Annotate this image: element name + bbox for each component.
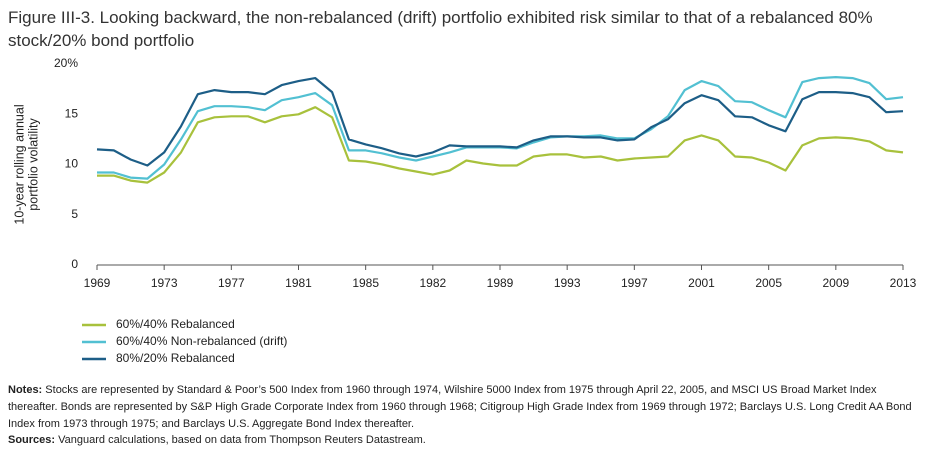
- legend-label: 60%/40% Non-rebalanced (drift): [116, 334, 287, 348]
- series-line: [97, 76, 904, 180]
- chart-title: Figure III-3. Looking backward, the non-…: [8, 8, 873, 50]
- x-tick-label: 1969: [84, 276, 111, 290]
- y-tick-label: 15: [65, 106, 79, 120]
- sources: Sources: Vanguard calculations, based on…: [8, 434, 928, 446]
- y-axis-label: portfolio volatility: [26, 118, 40, 211]
- series-line: [96, 77, 904, 167]
- notes-text: Stocks are represented by Standard & Poo…: [8, 384, 912, 430]
- x-tick-label: 2009: [822, 276, 849, 290]
- legend-label: 80%/20% Rebalanced: [116, 351, 235, 365]
- y-tick-label: 5: [71, 207, 78, 221]
- x-tick-label: 2005: [755, 276, 782, 290]
- sources-label: Sources:: [8, 434, 56, 446]
- chart: 10-year rolling annual portfolio volatili…: [12, 56, 917, 365]
- y-axis-label: 10-year rolling annual: [12, 104, 26, 224]
- legend-label: 60%/40% Rebalanced: [116, 317, 235, 331]
- x-tick-label: 1973: [151, 276, 178, 290]
- x-tick-label: 1977: [218, 276, 245, 290]
- notes-label: Notes:: [8, 384, 43, 396]
- y-tick-label: 10: [65, 157, 79, 171]
- x-tick-label: 1989: [487, 276, 514, 290]
- x-tick-label: 1997: [621, 276, 648, 290]
- x-tick-label: 1981: [285, 276, 312, 290]
- x-tick-label: 2001: [688, 276, 715, 290]
- x-tick-label: 1985: [352, 276, 379, 290]
- sources-text: Vanguard calculations, based on data fro…: [58, 434, 426, 446]
- x-tick-label: 2013: [890, 276, 917, 290]
- series-line: [97, 106, 904, 184]
- y-tick-label: 0: [71, 257, 78, 271]
- x-tick-label: 1993: [554, 276, 581, 290]
- x-tick-label: 1982: [419, 276, 446, 290]
- y-tick-label: 20%: [54, 56, 78, 70]
- notes: Notes: Stocks are represented by Standar…: [8, 382, 928, 433]
